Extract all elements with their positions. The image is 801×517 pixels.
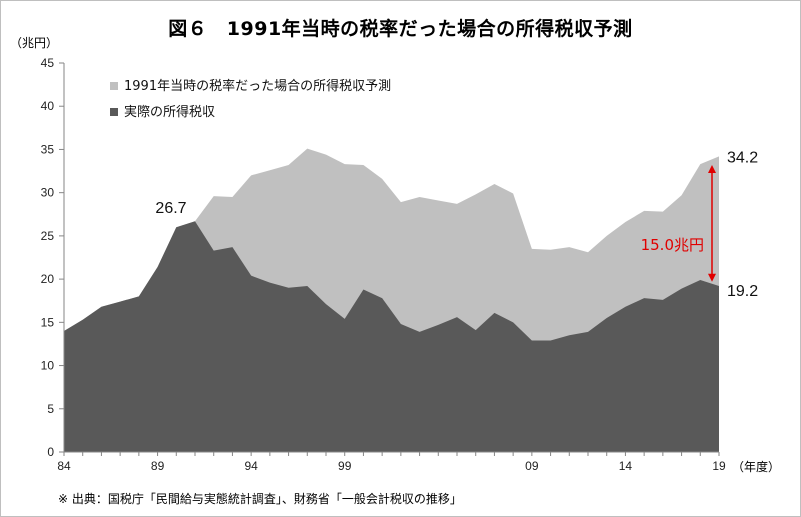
y-tick-label: 40 bbox=[41, 99, 55, 113]
annotation-end-actual: 19.2 bbox=[727, 283, 758, 300]
annotation-peak-1991: 26.7 bbox=[155, 200, 186, 217]
x-tick-label: 09 bbox=[525, 459, 539, 473]
y-tick-label: 15 bbox=[41, 315, 55, 329]
gap-arrow-head-top bbox=[708, 165, 716, 174]
series-area-2 bbox=[64, 221, 719, 452]
x-tick-label: 89 bbox=[151, 459, 165, 473]
x-tick-label: 19 bbox=[712, 459, 726, 473]
y-tick-label: 30 bbox=[41, 186, 55, 200]
x-tick-label: 84 bbox=[57, 459, 71, 473]
x-tick-label: 14 bbox=[619, 459, 633, 473]
annotation-gap: 15.0兆円 bbox=[641, 236, 704, 254]
x-tick-label: 94 bbox=[244, 459, 258, 473]
gap-arrow-head-bottom bbox=[708, 273, 716, 282]
y-tick-label: 10 bbox=[41, 359, 55, 373]
chart-axes: 0 5 10 15 20 25 30 35 40 45 84 89 94 99 09 14 19 bbox=[41, 56, 726, 473]
chart-annotations: 26.7 34.2 19.2 15.0兆円 bbox=[155, 149, 758, 300]
y-tick-label: 45 bbox=[41, 56, 55, 70]
x-axis-unit: （年度） bbox=[732, 460, 781, 474]
legend-label-2: 実際の所得税収 bbox=[124, 104, 215, 120]
y-tick-label: 20 bbox=[41, 272, 55, 286]
legend-swatch-2 bbox=[110, 108, 118, 116]
legend-label-1: 1991年当時の税率だった場合の所得税収予測 bbox=[124, 78, 391, 94]
y-tick-label: 0 bbox=[47, 445, 54, 459]
chart-areas bbox=[64, 148, 719, 452]
y-tick-label: 35 bbox=[41, 142, 55, 156]
chart-title: 図６ 1991年当時の税率だった場合の所得税収予測 bbox=[168, 18, 633, 40]
y-axis-unit: （兆円） bbox=[10, 36, 59, 50]
source-note: ※ 出典：国税庁「民間給与実態統計調査」、財務省「一般会計税収の推移」 bbox=[58, 492, 462, 506]
annotation-end-projected: 34.2 bbox=[727, 149, 758, 166]
y-tick-label: 25 bbox=[41, 229, 55, 243]
legend-swatch-1 bbox=[110, 82, 118, 90]
y-tick-label: 5 bbox=[47, 402, 54, 416]
x-tick-label: 99 bbox=[338, 459, 352, 473]
